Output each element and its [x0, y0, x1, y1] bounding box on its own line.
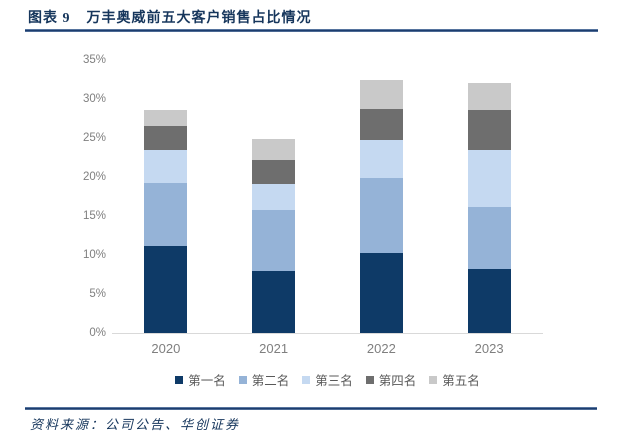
- footer-divider: [25, 407, 597, 410]
- bar-segment-第二名-2023: [467, 206, 511, 270]
- bar-segment-第三名-2022: [359, 139, 403, 178]
- bar-segment-第五名-2022: [359, 79, 403, 110]
- figure-title: 图表 9 万丰奥威前五大客户销售占比情况: [28, 7, 312, 27]
- title-divider: [25, 29, 598, 32]
- y-axis-tick-label: 30%: [82, 93, 106, 105]
- bar-segment-第四名-2023: [467, 109, 511, 151]
- y-axis-tick-label: 15%: [82, 210, 106, 222]
- x-axis-label: 2023: [474, 341, 504, 356]
- bar-segment-第三名-2021: [252, 184, 296, 210]
- legend-item-第三名: 第三名: [302, 370, 353, 389]
- y-axis-tick-label: 35%: [82, 54, 106, 66]
- legend-label: 第一名: [188, 374, 226, 388]
- legend-item-第二名: 第二名: [238, 370, 290, 389]
- bar-segment-第三名-2023: [467, 150, 511, 207]
- bar-segment-第五名-2020: [144, 109, 188, 127]
- legend-item-第四名: 第四名: [365, 370, 417, 389]
- legend-item-第五名: 第五名: [429, 370, 480, 389]
- y-axis-tick-label: 20%: [82, 171, 106, 183]
- bar-segment-第五名-2021: [252, 138, 296, 160]
- legend-swatch-icon: [238, 375, 247, 384]
- bar-segment-第二名-2020: [144, 183, 188, 246]
- bar-segment-第五名-2023: [467, 82, 511, 110]
- bar-segment-第一名-2021: [252, 270, 296, 333]
- legend-label: 第二名: [251, 374, 290, 388]
- legend-label: 第四名: [378, 374, 417, 388]
- figure-title-text: 万丰奥威前五大客户销售占比情况: [86, 11, 312, 26]
- bar-segment-第一名-2022: [359, 252, 403, 333]
- x-axis-line: [112, 333, 543, 334]
- x-axis-label: 2020: [151, 341, 181, 356]
- legend-swatch-icon: [429, 375, 438, 384]
- x-axis-label: 2022: [366, 341, 396, 356]
- y-axis-tick-label: 10%: [82, 249, 106, 261]
- bar-segment-第一名-2023: [467, 269, 511, 333]
- figure-label: 图表 9: [28, 11, 71, 26]
- y-axis-tick-label: 0%: [89, 327, 106, 339]
- chart-legend: 第一名 第二名 第三名 第四名 第五名: [112, 370, 543, 389]
- bar-segment-第二名-2021: [252, 209, 296, 271]
- bar-segment-第四名-2020: [144, 126, 188, 150]
- bar-segment-第四名-2022: [359, 109, 403, 140]
- legend-label: 第三名: [315, 374, 353, 388]
- legend-swatch-icon: [365, 375, 374, 384]
- x-axis-label: 2021: [259, 341, 289, 356]
- bar-segment-第四名-2021: [252, 159, 296, 184]
- legend-swatch-icon: [302, 375, 311, 384]
- source-note: 资料来源：公司公告、华创证券: [30, 417, 241, 432]
- legend-swatch-icon: [175, 375, 184, 384]
- y-axis-tick-label: 25%: [82, 132, 106, 144]
- legend-label: 第五名: [442, 374, 480, 388]
- y-axis-tick-label: 5%: [89, 288, 106, 300]
- bar-segment-第三名-2020: [144, 149, 188, 184]
- bar-segment-第二名-2022: [359, 177, 403, 253]
- legend-item-第一名: 第一名: [175, 370, 226, 389]
- bar-segment-第一名-2020: [144, 245, 188, 333]
